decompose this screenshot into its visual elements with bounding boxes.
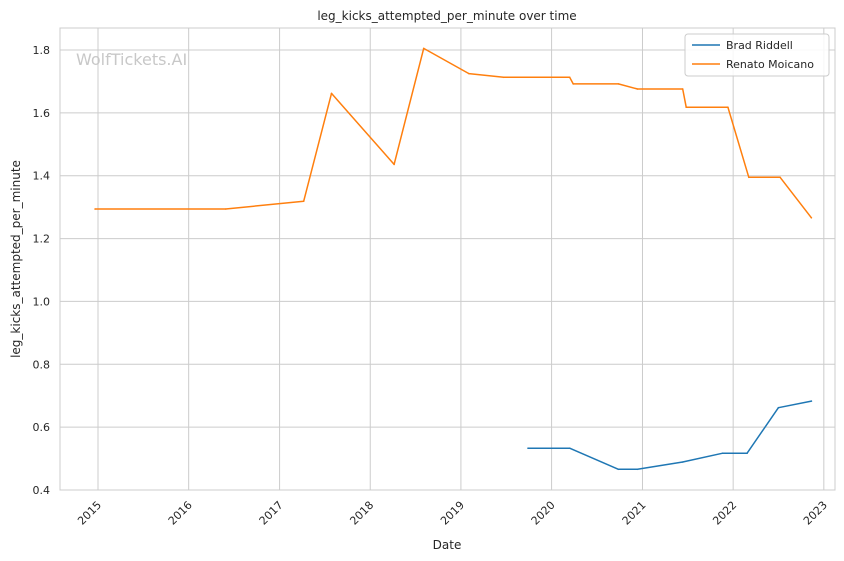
y-axis-label: leg_kicks_attempted_per_minute xyxy=(9,160,23,358)
plot-area xyxy=(60,28,835,490)
data-point-renato-moicano xyxy=(502,76,505,79)
data-point-brad-riddell xyxy=(527,447,529,450)
data-point-renato-moicano xyxy=(422,47,425,50)
data-point-brad-riddell xyxy=(636,468,639,471)
x-tick-label: 2020 xyxy=(529,499,558,528)
data-point-renato-moicano xyxy=(810,217,813,219)
data-point-renato-moicano xyxy=(224,208,227,210)
x-tick-label: 2016 xyxy=(166,499,195,528)
data-point-brad-riddell xyxy=(721,452,724,455)
data-point-renato-moicano xyxy=(330,92,333,95)
x-tick-label: 2018 xyxy=(347,499,376,528)
data-point-brad-riddell xyxy=(568,447,571,450)
y-tick-label: 0.4 xyxy=(33,484,51,497)
grid-lines xyxy=(60,28,835,491)
legend-label-brad-riddell: Brad Riddell xyxy=(726,39,793,52)
x-axis-label: Date xyxy=(433,538,462,552)
plot-frame xyxy=(59,27,836,491)
watermark: WolfTickets.AI xyxy=(76,50,187,69)
legend-box xyxy=(684,33,830,77)
data-point-renato-moicano xyxy=(748,176,750,179)
data-point-renato-moicano xyxy=(727,106,729,108)
data-point-brad-riddell xyxy=(617,468,620,471)
y-tick-label: 1.8 xyxy=(33,44,51,57)
plot-border xyxy=(59,27,836,491)
x-tick-label: 2015 xyxy=(75,499,104,528)
x-tick-label: 2023 xyxy=(801,499,830,528)
y-tick-label: 1.6 xyxy=(33,107,51,120)
legend-label-renato-moicano: Renato Moicano xyxy=(726,58,814,71)
y-tick-label: 1.4 xyxy=(33,170,51,183)
data-point-renato-moicano xyxy=(468,72,470,75)
data-point-renato-moicano xyxy=(685,106,687,108)
data-point-renato-moicano xyxy=(302,200,305,202)
data-point-brad-riddell xyxy=(810,400,813,402)
x-tick-label: 2021 xyxy=(620,499,649,528)
x-tick-label: 2022 xyxy=(710,499,739,528)
data-point-renato-moicano xyxy=(568,76,571,79)
y-tick-label: 1.2 xyxy=(33,233,51,246)
chart-title: leg_kicks_attempted_per_minute over time xyxy=(317,9,576,23)
data-point-renato-moicano xyxy=(779,176,781,179)
data-point-brad-riddell xyxy=(746,452,748,455)
y-tick-label: 0.8 xyxy=(33,358,51,371)
series-line-renato-moicano xyxy=(95,47,812,219)
x-tick-label: 2019 xyxy=(438,499,467,528)
series-layer xyxy=(94,47,813,471)
data-point-renato-moicano xyxy=(393,163,395,166)
legend: Brad Riddell Renato Moicano xyxy=(684,33,830,77)
data-point-brad-riddell xyxy=(681,461,684,463)
y-tick-label: 0.6 xyxy=(33,421,51,434)
data-point-renato-moicano xyxy=(94,208,96,210)
x-tick-labels: 2015 2016 2017 2018 2019 2020 2021 2022 2023 xyxy=(75,499,830,528)
y-tick-label: 1.0 xyxy=(33,295,51,308)
data-point-renato-moicano xyxy=(636,88,639,90)
y-tick-labels: 0.4 0.6 0.8 1.0 1.2 1.4 1.6 1.8 xyxy=(33,44,51,497)
data-point-renato-moicano xyxy=(572,83,574,85)
data-point-brad-riddell xyxy=(777,406,780,409)
data-point-renato-moicano xyxy=(617,83,620,85)
x-tick-label: 2017 xyxy=(257,499,286,528)
data-point-renato-moicano xyxy=(681,88,684,90)
